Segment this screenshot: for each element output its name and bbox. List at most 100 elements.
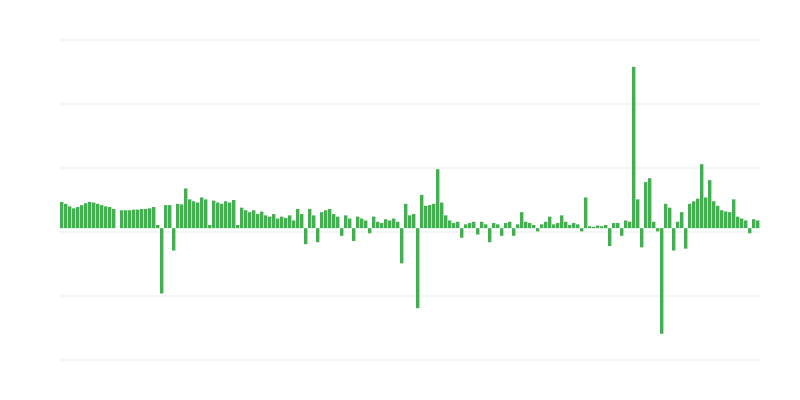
- bar: [372, 216, 376, 229]
- bar: [152, 207, 156, 229]
- bar: [164, 205, 168, 229]
- bar: [136, 209, 140, 229]
- bar: [336, 216, 340, 229]
- bar: [568, 224, 572, 229]
- bar: [456, 221, 460, 229]
- bar: [220, 203, 224, 229]
- bar: [132, 209, 136, 229]
- bar: [704, 197, 708, 229]
- bar: [80, 205, 84, 229]
- bar: [252, 210, 256, 229]
- bar: [240, 207, 244, 229]
- bar: [100, 205, 104, 229]
- bar: [184, 188, 188, 229]
- bar: [432, 203, 436, 229]
- bar: [608, 228, 612, 247]
- bar: [484, 224, 488, 229]
- bar: [464, 224, 468, 229]
- bar: [500, 228, 504, 236]
- bar: [544, 221, 548, 229]
- bar: [496, 224, 500, 229]
- bar: [332, 214, 336, 229]
- gridlines: [60, 39, 760, 361]
- bar: [420, 194, 424, 229]
- bar: [232, 200, 236, 229]
- bar: [168, 205, 172, 229]
- bar: [60, 201, 64, 229]
- bar: [516, 224, 520, 229]
- bar: [536, 228, 540, 232]
- bar: [196, 202, 200, 229]
- bar: [632, 66, 636, 229]
- bar: [532, 224, 536, 229]
- bar: [244, 210, 248, 229]
- bar: [732, 199, 736, 229]
- bar: [684, 228, 688, 249]
- bar: [300, 214, 304, 229]
- bar: [472, 221, 476, 229]
- bar: [680, 212, 684, 229]
- bar: [264, 215, 268, 229]
- bar: [104, 206, 108, 229]
- bar: [440, 202, 444, 229]
- bar: [592, 226, 596, 229]
- bar: [452, 223, 456, 229]
- bar: [400, 228, 404, 264]
- bar: [280, 216, 284, 229]
- bar: [64, 203, 68, 229]
- bar: [624, 220, 628, 229]
- bar: [180, 204, 184, 229]
- bar: [212, 200, 216, 229]
- bar: [720, 210, 724, 229]
- bar: [664, 203, 668, 229]
- bar: [388, 220, 392, 229]
- bar: [504, 223, 508, 229]
- bar: [148, 208, 152, 229]
- bar: [528, 223, 532, 229]
- bar: [480, 221, 484, 229]
- bar: [340, 228, 344, 236]
- bar: [204, 199, 208, 229]
- bar: [520, 212, 524, 229]
- bar: [368, 228, 372, 234]
- bar: [672, 228, 676, 251]
- bar: [540, 224, 544, 229]
- bar: [756, 220, 760, 229]
- bar: [68, 206, 72, 229]
- bar: [628, 221, 632, 229]
- bar: [652, 221, 656, 229]
- bar: [348, 218, 352, 229]
- bar: [292, 220, 296, 229]
- bar: [112, 208, 116, 229]
- bar: [620, 228, 624, 236]
- bar: [552, 224, 556, 229]
- bar: [92, 202, 96, 229]
- bar: [660, 228, 664, 334]
- bar: [572, 223, 576, 229]
- bar: [404, 203, 408, 229]
- bar: [588, 226, 592, 229]
- bar: [708, 180, 712, 229]
- bar: [596, 225, 600, 229]
- bar: [76, 207, 80, 229]
- bar: [408, 215, 412, 229]
- bar: [176, 203, 180, 229]
- bar: [384, 219, 388, 229]
- bar: [312, 215, 316, 229]
- bar: [700, 164, 704, 229]
- bar: [436, 169, 440, 229]
- bar: [640, 228, 644, 248]
- bar: [356, 216, 360, 229]
- bar: [96, 203, 100, 229]
- bar: [556, 223, 560, 229]
- bar: [268, 216, 272, 229]
- bar: [600, 226, 604, 229]
- bar: [560, 215, 564, 229]
- bar: [228, 202, 232, 229]
- bar: [236, 224, 240, 229]
- bar: [508, 221, 512, 229]
- bar: [192, 201, 196, 229]
- bar: [316, 228, 320, 243]
- bar: [324, 210, 328, 229]
